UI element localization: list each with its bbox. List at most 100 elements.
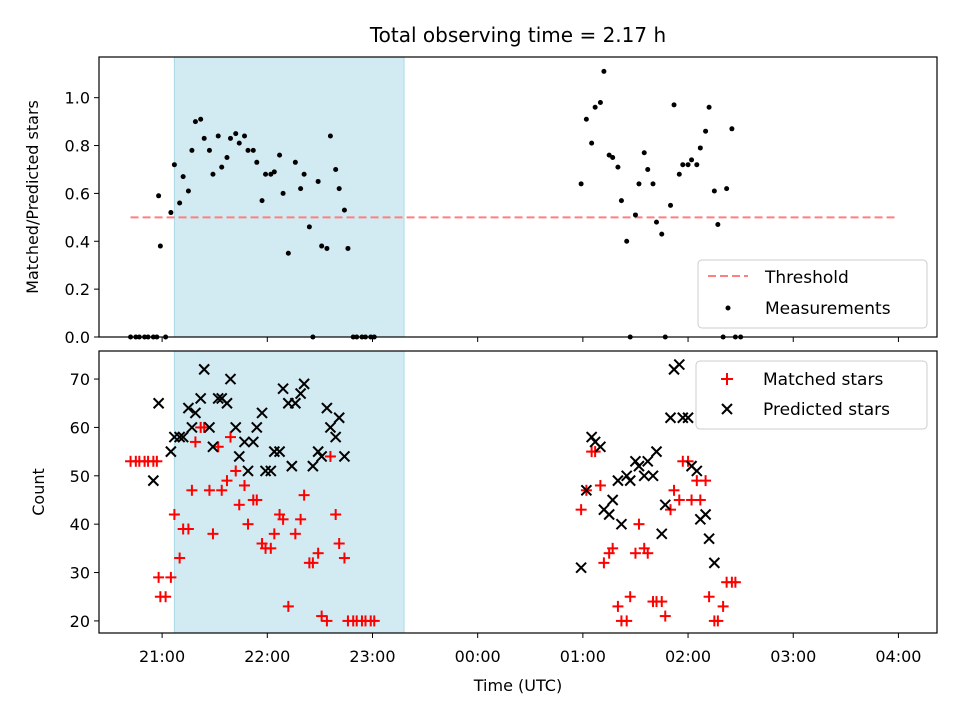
measurement-point <box>636 181 642 187</box>
matched-point <box>268 528 280 540</box>
predicted-point <box>315 450 328 463</box>
predicted-point <box>165 445 177 458</box>
measurement-point <box>192 119 198 125</box>
measurement-point <box>298 186 304 192</box>
predicted-point <box>638 470 650 482</box>
measurement-point <box>259 198 265 204</box>
measurement-point <box>333 166 339 172</box>
predicted-point <box>189 407 202 419</box>
matched-point <box>642 547 654 559</box>
predicted-point <box>580 484 593 497</box>
predicted-point <box>633 460 645 472</box>
measurement-point <box>706 104 712 110</box>
measurement-point <box>653 219 659 225</box>
top-observing-span <box>173 56 405 338</box>
matched-point <box>673 494 685 506</box>
predicted-legend-label: Predicted stars <box>763 400 890 420</box>
matched-point <box>198 421 210 433</box>
matched-point <box>295 513 307 525</box>
measurement-point <box>315 178 321 184</box>
matched-point <box>712 615 724 627</box>
measurement-point <box>680 162 686 168</box>
measurement-point <box>171 162 177 168</box>
predicted-point <box>147 474 160 487</box>
measurement-point <box>324 245 330 251</box>
predicted-point <box>265 465 277 477</box>
measurement-point <box>659 231 665 237</box>
measurement-point <box>280 190 286 196</box>
matched-point <box>221 475 233 487</box>
measurement-point <box>597 99 603 105</box>
predicted-point <box>194 392 207 405</box>
matched-point <box>633 518 645 530</box>
matched-points <box>125 421 741 627</box>
top-y-tick-label: 0.4 <box>65 232 90 251</box>
top-y-tick-label: 1.0 <box>65 89 90 108</box>
predicted-point <box>242 465 254 477</box>
bottom-axis-ticks: 21:00 22:00 23:00 00:00 01:00 02:00 03:00 04:00… <box>70 370 922 666</box>
matched-point <box>598 557 610 569</box>
bottom-y-tick-label: 40 <box>70 515 90 534</box>
predicted-point <box>615 518 628 530</box>
top-legend: Threshold Measurements <box>697 259 928 329</box>
matched-point <box>160 591 172 603</box>
matched-point <box>659 610 671 622</box>
measurement-point <box>606 152 612 158</box>
bottom-x-tick-label: 21:00 <box>139 647 185 666</box>
predicted-point <box>642 455 654 467</box>
measurement-point <box>703 128 709 134</box>
matched-point <box>330 508 342 520</box>
bottom-x-tick-label: 03:00 <box>770 647 816 666</box>
matched-point <box>368 615 380 627</box>
predicted-point <box>708 557 721 569</box>
matched-point <box>665 504 677 516</box>
predicted-points <box>147 358 721 574</box>
matched-point <box>233 499 245 511</box>
predicted-point <box>256 407 268 419</box>
matched-point <box>203 484 215 496</box>
predicted-point <box>338 450 351 463</box>
measurement-point <box>319 243 325 249</box>
matched-point <box>324 450 336 462</box>
measurement-point <box>615 164 621 170</box>
measurement-point <box>724 186 730 192</box>
chart-title: Total observing time = 2.17 h <box>369 23 666 47</box>
predicted-point <box>277 383 289 395</box>
matched-point <box>265 542 277 554</box>
measurement-point <box>645 166 651 172</box>
predicted-point <box>324 421 337 434</box>
matched-point <box>307 557 319 569</box>
matched-point <box>251 494 263 506</box>
matched-point <box>174 552 186 564</box>
measurement-point <box>242 133 248 139</box>
bottom-y-tick-label: 30 <box>70 564 90 583</box>
measurement-point <box>254 159 260 165</box>
measurement-point <box>271 169 277 175</box>
matched-point <box>277 513 289 525</box>
measurement-point <box>198 116 204 122</box>
bottom-y-axis-label: Count <box>29 468 48 516</box>
measurement-point <box>336 186 342 192</box>
x-axis-label: Time (UTC) <box>473 676 562 695</box>
predicted-point <box>221 397 233 409</box>
predicted-point <box>182 402 195 414</box>
measurement-point <box>592 104 598 110</box>
predicted-point <box>673 358 685 371</box>
predicted-point <box>656 528 668 540</box>
measurement-point <box>729 126 735 132</box>
predicted-point <box>329 431 342 443</box>
measurement-point <box>224 155 230 161</box>
matched-point <box>151 455 163 467</box>
predicted-point <box>691 465 703 477</box>
predicted-point <box>247 436 259 448</box>
matched-point <box>216 484 228 496</box>
predicted-point <box>298 378 310 390</box>
measurement-point <box>694 162 700 168</box>
top-y-axis-label: Matched/Predicted stars <box>23 100 42 294</box>
bottom-y-tick-label: 20 <box>70 612 90 631</box>
measurement-point <box>245 147 251 153</box>
matched-point <box>729 576 741 588</box>
measurement-point <box>671 102 677 108</box>
predicted-point <box>307 460 319 472</box>
